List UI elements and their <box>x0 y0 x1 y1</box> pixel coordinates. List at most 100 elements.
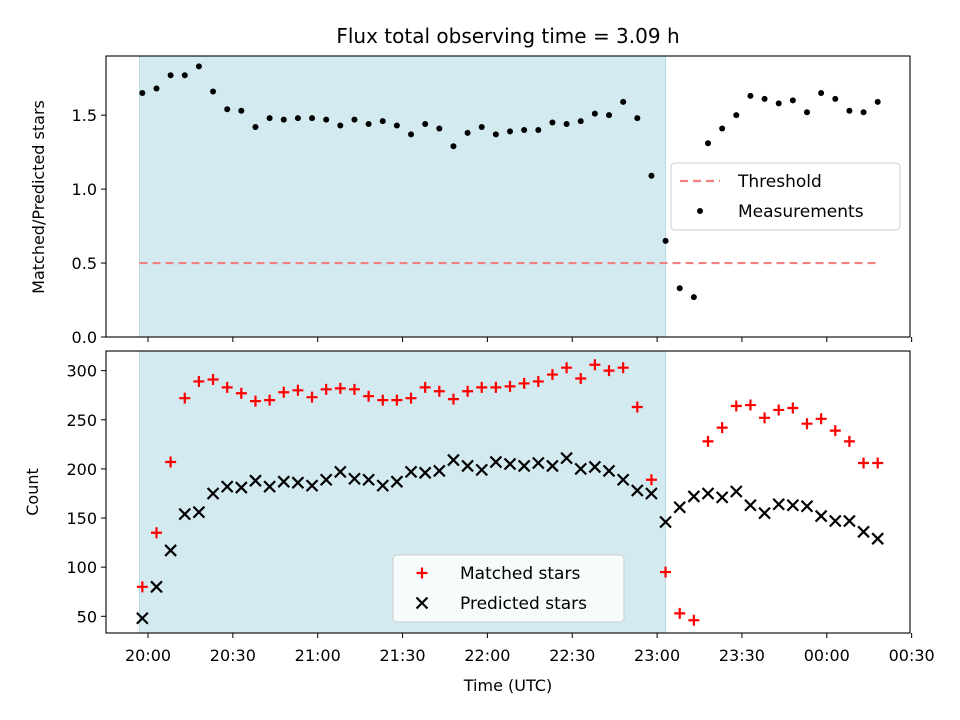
matched-star-point <box>858 457 870 469</box>
predicted-star-point <box>277 475 291 488</box>
predicted-star-point <box>489 455 503 469</box>
predicted-star-point <box>758 506 771 520</box>
predicted-star-point <box>631 484 644 497</box>
matched-star-point <box>447 393 459 405</box>
axes-frame-bottom <box>105 350 911 634</box>
measurement-point <box>577 118 584 125</box>
measurement-point <box>309 115 316 122</box>
matched-star-point <box>674 607 686 619</box>
measurement-point <box>818 89 825 96</box>
predicted-star-point <box>235 481 248 494</box>
y-tick-label-bottom: 100 <box>66 558 97 577</box>
measurement-point <box>224 106 231 113</box>
predicted-star-point <box>546 459 559 473</box>
matched-star-point <box>631 401 643 413</box>
matched-star-point <box>136 581 148 593</box>
matched-star-point <box>660 566 672 578</box>
matched-star-point <box>744 399 756 411</box>
matched-star-point <box>221 381 233 393</box>
predicted-star-point <box>433 464 446 478</box>
matched-star-point <box>348 383 360 395</box>
matched-star-point <box>716 422 728 434</box>
matched-star-point <box>759 412 771 424</box>
measurement-point <box>761 95 768 102</box>
measurement-point <box>690 294 697 301</box>
y-tick-label-top: 0.5 <box>72 254 97 273</box>
predicted-star-point <box>390 475 404 488</box>
measurement-point <box>181 72 188 79</box>
measurement-point <box>705 140 712 147</box>
matched-star-point <box>645 474 657 486</box>
matched-star-point <box>278 386 290 398</box>
matched-star-point <box>843 435 855 447</box>
chart-title: Flux total observing time = 3.09 h <box>336 24 679 48</box>
y-tick-label-top: 0.0 <box>72 328 97 347</box>
x-tick-label: 20:00 <box>125 646 171 665</box>
measurement-point <box>492 131 499 138</box>
matched-star-point <box>490 381 502 393</box>
x-tick-label: 00:00 <box>804 646 850 665</box>
matched-star-point <box>235 387 247 399</box>
matched-star-point <box>702 435 714 447</box>
measurement-point <box>252 123 259 130</box>
measurement-point <box>464 129 471 136</box>
predicted-star-point <box>602 464 616 478</box>
x-tick-label: 22:30 <box>549 646 595 665</box>
matched-star-point <box>377 394 389 406</box>
matched-star-point <box>575 373 587 385</box>
top-legend <box>670 162 901 231</box>
predicted-star-point <box>871 532 884 545</box>
y-tick-label-top: 1.0 <box>72 180 97 199</box>
predicted-star-point <box>263 480 276 493</box>
measurement-point <box>747 92 754 99</box>
y-tick-label-top: 1.5 <box>72 106 97 125</box>
measurement-point <box>719 125 726 132</box>
matched-star-point <box>787 402 799 414</box>
predicted-star-point <box>574 462 588 476</box>
matched-star-point <box>150 527 162 539</box>
predicted-star-point <box>645 487 658 500</box>
measurement-point <box>139 89 146 96</box>
x-tick-label: 00:30 <box>889 646 935 665</box>
shaded-region-top <box>139 55 667 338</box>
measurement-point <box>238 107 245 114</box>
matched-star-point <box>306 391 318 403</box>
x-tick-label: 22:00 <box>464 646 510 665</box>
measurement-point <box>775 100 782 107</box>
predicted-star-point <box>659 515 672 529</box>
axes-frame-top <box>105 55 911 338</box>
measurement-point <box>167 72 174 79</box>
predicted-star-point <box>588 460 602 474</box>
measurement-point <box>365 121 372 128</box>
predicted-star-point <box>772 498 785 511</box>
predicted-star-point <box>206 487 220 500</box>
measurement-point <box>860 109 867 116</box>
measurement-point <box>620 98 627 105</box>
measurement-point <box>803 109 810 116</box>
predicted-star-point <box>362 473 375 486</box>
matched-star-point <box>476 381 488 393</box>
matched-star-point <box>419 381 431 393</box>
matched-star-point <box>561 362 573 374</box>
predicted-star-point <box>560 451 573 465</box>
bottom-panel: 50 100 150 200 250 300 20:00 20:30 21:00 21:30 22:… <box>66 350 935 665</box>
top-y-axis-label: Matched/Predicted stars <box>29 100 48 294</box>
legend-label: Threshold <box>737 172 822 192</box>
matched-star-point <box>829 425 841 437</box>
predicted-star-point <box>220 480 234 493</box>
measurement-point <box>280 116 287 123</box>
matched-star-point <box>391 394 403 406</box>
matched-star-point <box>773 404 785 416</box>
matched-star-point <box>264 394 276 406</box>
measurement-point <box>478 123 485 130</box>
predicted-star-point <box>730 485 743 498</box>
matched-star-point <box>165 456 177 468</box>
measurement-point <box>648 172 655 179</box>
predicted-star-point <box>178 507 192 521</box>
predicted-star-point <box>192 505 206 519</box>
predicted-star-point <box>673 500 686 514</box>
x-tick-label: 21:00 <box>295 646 341 665</box>
matched-star-point <box>801 418 813 430</box>
matched-star-point <box>688 614 700 626</box>
